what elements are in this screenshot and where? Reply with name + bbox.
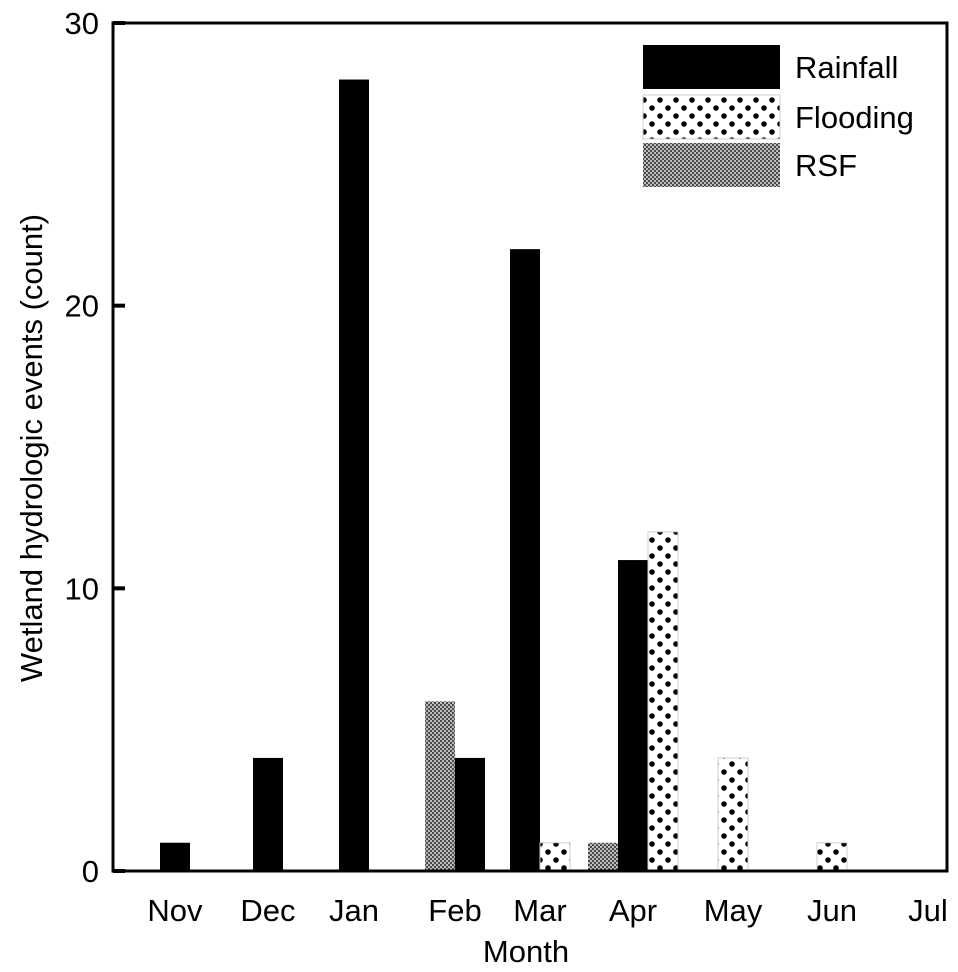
plot-frame: [111, 21, 949, 873]
ticks-layer: 0 10 20 30 Nov Dec Jan Feb Mar Apr May Jun Jul: [65, 6, 948, 928]
x-axis-title: Month: [483, 934, 569, 969]
legend-label-rainfall: Rainfall: [795, 50, 898, 85]
bar-flooding-jun: [816, 842, 848, 872]
bar-rainfall-mar: [510, 249, 540, 872]
bar-flooding-may: [717, 757, 749, 872]
x-tick-label-mar: Mar: [513, 893, 566, 928]
legend-label-rsf: RSF: [795, 148, 857, 183]
x-tick-label-may: May: [704, 893, 763, 928]
x-tick-label-jun: Jun: [807, 893, 857, 928]
legend-swatch-rainfall: [643, 45, 780, 89]
legend-swatch-rsf: [643, 143, 780, 187]
bar-rsf-apr: [588, 842, 618, 871]
x-tick-label-feb: Feb: [428, 893, 481, 928]
x-tick-label-nov: Nov: [147, 893, 203, 928]
bar-rsf-feb: [425, 701, 455, 871]
bar-rainfall-jan: [339, 79, 369, 872]
legend-label-flooding: Flooding: [795, 100, 914, 135]
legend: Rainfall Flooding RSF: [642, 45, 914, 187]
bars-layer: [160, 79, 848, 872]
y-tick-label-30: 30: [65, 6, 99, 41]
x-tick-label-apr: Apr: [609, 893, 657, 928]
x-tick-label-jan: Jan: [329, 893, 379, 928]
bar-rainfall-nov: [160, 842, 190, 871]
y-tick-label-20: 20: [65, 289, 99, 324]
bar-rainfall-feb: [455, 757, 485, 871]
bar-rainfall-apr: [618, 560, 648, 871]
x-tick-label-dec: Dec: [240, 893, 295, 928]
y-axis-title: Wetland hydrologic events (count): [14, 214, 49, 682]
y-tick-label-0: 0: [82, 854, 99, 889]
bar-rainfall-dec: [253, 757, 283, 871]
y-tick-label-10: 10: [65, 571, 99, 606]
bar-flooding-mar: [539, 842, 571, 872]
legend-swatch-flooding: [642, 94, 781, 140]
x-tick-label-jul: Jul: [908, 893, 948, 928]
bar-flooding-apr: [647, 531, 679, 872]
